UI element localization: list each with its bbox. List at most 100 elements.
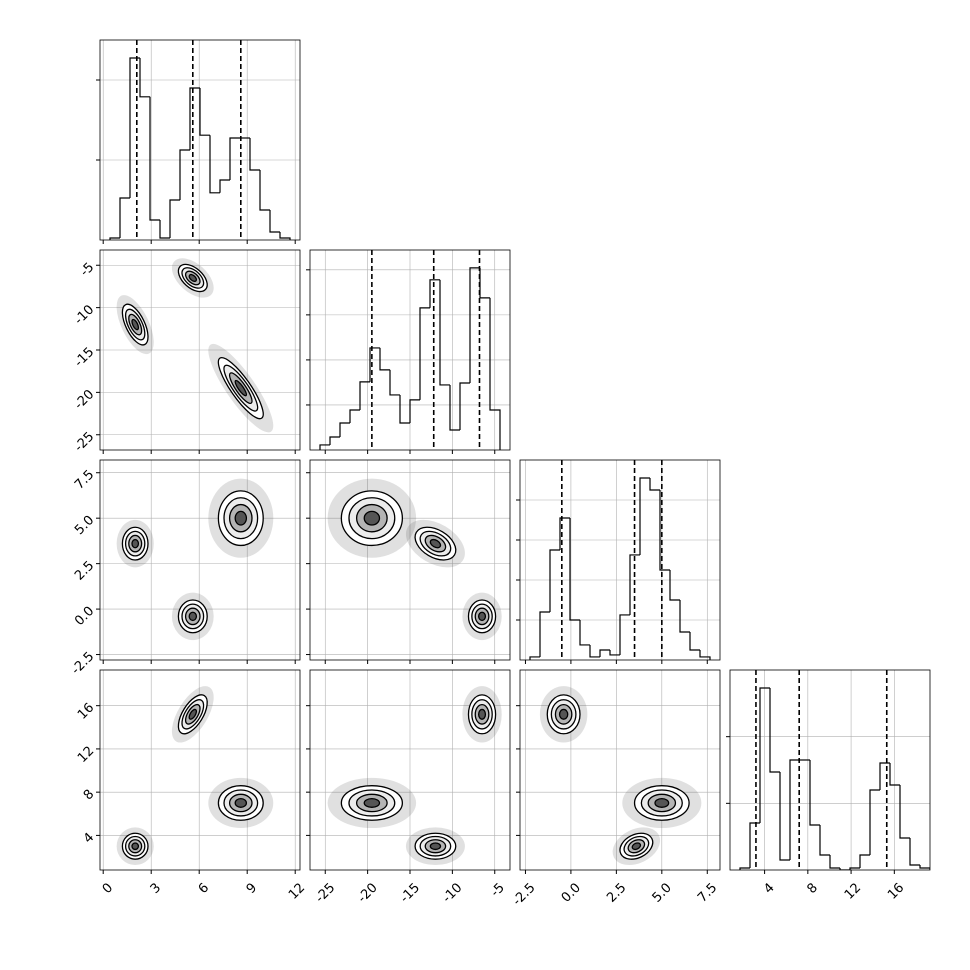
hist-bin	[419, 307, 430, 400]
hist-bin	[199, 88, 210, 136]
hist-bin	[879, 762, 890, 790]
hist-bin	[689, 632, 700, 651]
hist-bin	[319, 444, 330, 450]
panel-frame	[309, 249, 511, 451]
contour	[654, 797, 670, 808]
x-tick-label: 12	[286, 880, 308, 902]
y-tick-label: 4	[81, 830, 97, 846]
hist-bin	[349, 409, 360, 423]
hist-bin	[489, 297, 501, 450]
x-tick-label: -2.5	[510, 880, 539, 909]
hist-bin	[859, 854, 870, 868]
panel: -25 -20 -15 -10 -5	[72, 249, 301, 455]
hist-bin	[469, 267, 480, 383]
contour	[363, 797, 381, 808]
hist-bin	[659, 490, 670, 571]
hist-bin	[739, 867, 750, 870]
hist-bin	[579, 620, 590, 646]
hist-bin	[159, 220, 170, 239]
panel-frame	[309, 669, 511, 871]
hist-bin	[139, 58, 150, 98]
hist-bin	[769, 688, 780, 773]
y-tick-label: -20	[72, 387, 98, 413]
hist-bin	[109, 237, 120, 240]
hist-bin	[619, 614, 630, 655]
plot-area	[520, 670, 720, 870]
contour	[477, 611, 487, 622]
x-tick-label: 9	[244, 880, 260, 896]
y-tick-label: -2.5	[69, 649, 98, 678]
contour	[631, 842, 642, 851]
hist-bin	[279, 232, 291, 240]
plot-area	[100, 250, 300, 450]
hist-bin	[639, 477, 650, 555]
hist-bin	[179, 149, 190, 200]
hist-bin	[429, 279, 440, 308]
hist-bin	[809, 760, 820, 826]
x-tick-label: -20	[355, 880, 381, 906]
panel	[306, 249, 511, 454]
hist-bin	[629, 554, 640, 615]
x-tick-label: 12	[842, 880, 864, 902]
hist-bin	[819, 825, 830, 856]
hist-bin	[869, 789, 880, 855]
panel-frame	[519, 669, 721, 871]
panel-frame	[99, 459, 301, 661]
hist-bin	[229, 137, 240, 180]
y-tick-label: 5.0	[72, 513, 97, 538]
panel-frame	[99, 39, 301, 241]
hist-bin	[249, 138, 260, 171]
y-tick-label: -15	[72, 345, 98, 371]
hist-bin	[919, 865, 930, 870]
hist-bin	[529, 656, 540, 660]
hist-bin	[589, 644, 600, 658]
hist-bin	[209, 135, 220, 194]
panel-frame	[729, 669, 931, 871]
y-tick-label: 2.5	[72, 558, 97, 583]
plot-area	[100, 460, 300, 660]
hist-bin	[269, 210, 280, 233]
panel	[306, 459, 511, 664]
hist-bin	[679, 600, 690, 633]
x-tick-label: 16	[885, 880, 907, 902]
hist-bin	[399, 394, 410, 424]
hist-bin	[899, 785, 910, 839]
hist-bin	[609, 650, 620, 656]
x-tick-label: -10	[440, 880, 466, 906]
contour	[131, 538, 140, 549]
hist-bin	[379, 347, 390, 371]
hist-bin	[459, 382, 470, 430]
contour	[131, 318, 140, 331]
hist-bin	[369, 347, 380, 382]
panel-frame	[309, 459, 511, 661]
y-tick-label: -25	[72, 429, 98, 455]
x-tick-label: 3	[148, 880, 164, 896]
y-tick-label: -5	[78, 260, 98, 280]
hist-bin	[649, 478, 660, 491]
plot-area	[100, 670, 300, 870]
panel: -2.5 0.0 2.5 5.0 7.5	[69, 459, 301, 678]
hist-bin	[219, 179, 230, 193]
y-tick-label: 12	[75, 744, 97, 766]
x-tick-label: 7.5	[695, 880, 720, 905]
hist-bin	[359, 381, 370, 410]
x-tick-label: 5.0	[650, 880, 675, 905]
hist-bin	[119, 197, 130, 238]
panel: 0 3 6 9 12 4 8 12 16	[75, 669, 308, 903]
hist-bin	[699, 650, 711, 660]
contour	[188, 708, 198, 720]
y-tick-label: 8	[81, 787, 97, 803]
hist-bin	[559, 517, 570, 550]
hist-bin	[389, 369, 400, 396]
hist-bin	[479, 267, 490, 299]
hist-bin	[409, 399, 420, 423]
hist-bin	[329, 436, 340, 445]
contour	[558, 708, 569, 720]
hist-bin	[439, 279, 450, 386]
panel	[516, 459, 721, 664]
hist-bin	[909, 838, 920, 866]
panel: -25 -20 -15 -10 -5	[306, 669, 511, 906]
x-tick-label: 8	[804, 880, 820, 896]
hist-bin	[539, 611, 550, 657]
